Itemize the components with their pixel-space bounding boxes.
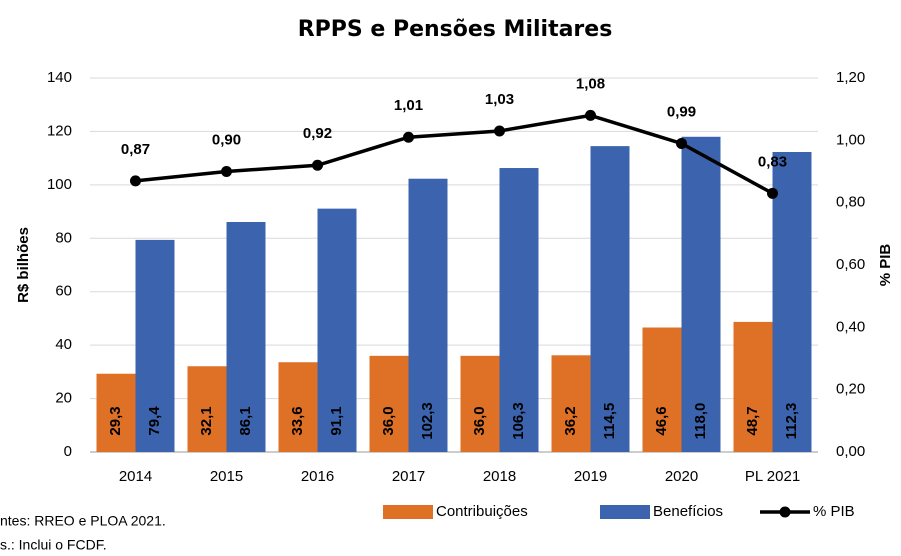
- bar: [278, 362, 318, 452]
- legend-label: Contribuições: [436, 503, 528, 520]
- line-marker: [312, 159, 323, 171]
- data-label: 32,1: [198, 406, 215, 435]
- line-marker: [221, 166, 232, 177]
- bar: [590, 146, 630, 452]
- chart-title: RPPS e Pensões Militares: [298, 17, 613, 42]
- y2-tick-label: 0,20: [836, 381, 865, 398]
- line-marker: [676, 137, 687, 149]
- data-label: 36,2: [562, 406, 579, 435]
- data-label: 36,0: [380, 406, 397, 435]
- data-label: 48,7: [744, 406, 761, 435]
- data-label: 86,1: [237, 406, 254, 435]
- line-marker: [494, 125, 505, 137]
- line-marker: [585, 109, 596, 121]
- y-tick-label: 80: [55, 229, 72, 246]
- footnote: ntes: RREO e PLOA 2021.: [0, 513, 166, 529]
- data-label: 1,03: [485, 91, 514, 108]
- legend-marker: [779, 506, 791, 518]
- y2-tick-label: 1,00: [836, 131, 865, 148]
- y-tick-label: 100: [47, 176, 72, 193]
- legend-swatch: [600, 505, 650, 519]
- data-label: 33,6: [289, 406, 306, 435]
- x-tick-label: 2014: [119, 468, 152, 485]
- legend-label: Benefícios: [653, 503, 723, 520]
- data-label: 112,3: [783, 403, 800, 440]
- data-label: 0,90: [212, 131, 241, 148]
- y-tick-label: 20: [55, 390, 72, 407]
- x-tick-label: 2018: [483, 468, 516, 485]
- data-label: 29,3: [107, 406, 124, 435]
- bar: [369, 355, 409, 452]
- bar: [408, 178, 448, 452]
- bar: [733, 321, 773, 452]
- bar: [187, 366, 227, 452]
- bar: [551, 355, 591, 452]
- data-label: 46,6: [653, 406, 670, 435]
- line: [135, 113, 774, 195]
- data-label: 0,87: [121, 141, 150, 158]
- line-marker: [767, 187, 778, 199]
- data-label: 0,99: [667, 103, 696, 120]
- y-tick-label: 0: [64, 443, 72, 460]
- data-label: 114,5: [601, 403, 618, 440]
- y2-tick-label: 1,20: [836, 69, 865, 86]
- data-label: 0,83: [758, 153, 787, 170]
- bar: [135, 239, 175, 452]
- footnote: s.: Inclui o FCDF.: [0, 537, 107, 553]
- data-label: 106,3: [510, 402, 527, 440]
- x-tick-label: 2017: [392, 468, 425, 485]
- data-label: 1,08: [576, 75, 605, 92]
- bar: [772, 151, 812, 452]
- line-marker: [403, 131, 414, 143]
- x-tick-label: 2020: [665, 468, 698, 485]
- bar: [96, 373, 136, 452]
- y-tick-label: 140: [47, 69, 72, 86]
- bar: [226, 221, 266, 452]
- y2-tick-label: 0,00: [836, 443, 865, 460]
- y2-axis-label: % PIB: [877, 244, 894, 287]
- bar: [499, 168, 539, 452]
- bar: [460, 355, 500, 452]
- y-tick-label: 120: [47, 122, 72, 139]
- legend-swatch: [383, 505, 433, 519]
- x-tick-label: 2015: [210, 468, 243, 485]
- y-axis-label: R$ bilhões: [15, 227, 32, 303]
- y2-tick-label: 0,40: [836, 318, 865, 335]
- y-tick-label: 60: [55, 283, 72, 300]
- bar: [681, 136, 721, 452]
- bar: [317, 208, 357, 452]
- data-label: 0,92: [303, 125, 332, 142]
- y2-tick-label: 0,80: [836, 194, 865, 211]
- data-label: 79,4: [146, 406, 163, 436]
- x-tick-label: 2016: [301, 468, 334, 485]
- y-tick-label: 40: [55, 336, 72, 353]
- line-marker: [130, 175, 141, 187]
- data-label: 36,0: [471, 406, 488, 435]
- data-label: 91,1: [328, 406, 345, 435]
- y2-tick-label: 0,60: [836, 256, 865, 273]
- x-tick-label: 2019: [574, 468, 607, 485]
- data-label: 102,3: [419, 402, 436, 440]
- data-label: 118,0: [692, 403, 709, 440]
- x-tick-label: PL 2021: [745, 468, 800, 485]
- data-label: 1,01: [394, 97, 423, 114]
- bar: [642, 327, 682, 452]
- legend-label: % PIB: [813, 503, 855, 520]
